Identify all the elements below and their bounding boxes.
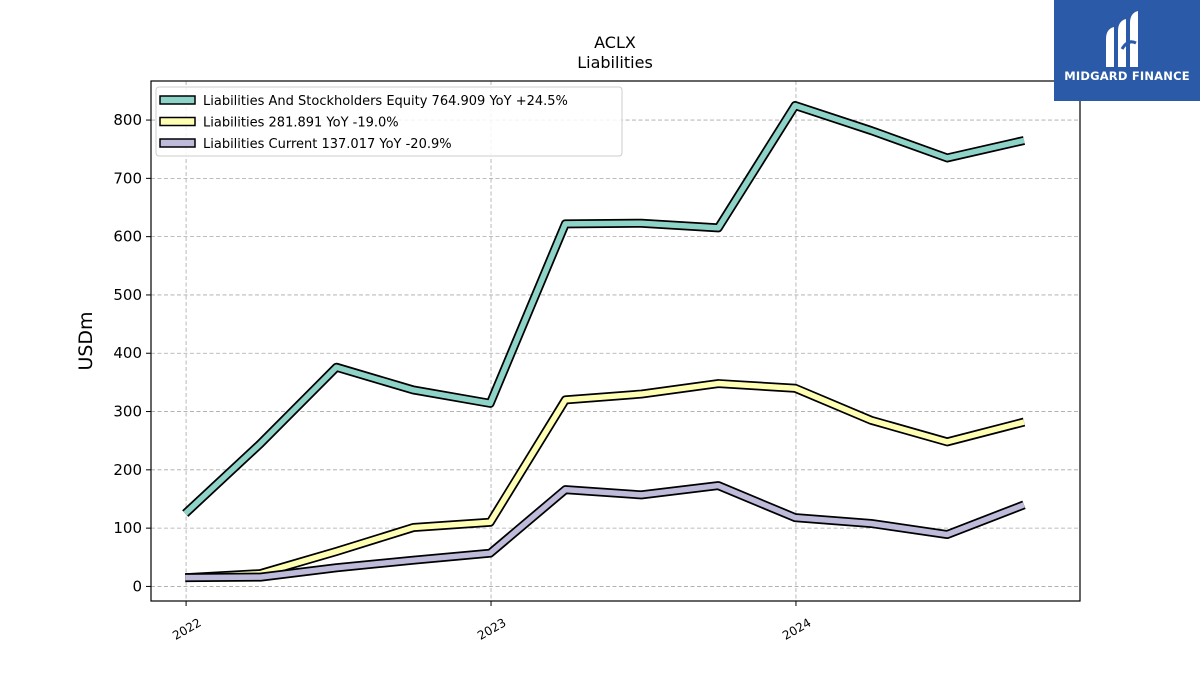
y-tick-label: 400 [113,344,142,362]
legend-swatch [159,95,196,105]
legend-swatch [159,116,196,127]
y-tick-label: 0 [132,577,142,595]
series-line [183,102,1025,516]
legend-frame [155,86,623,157]
series-line-outline [182,100,1026,517]
legend-swatch [159,138,196,148]
x-tick-label: 2024 [780,615,813,642]
series-liabilities-current [185,481,1026,583]
series-lines [182,100,1026,583]
y-tick-label: 200 [113,461,142,479]
y-tick-label: 600 [113,228,142,246]
series-liabilities [185,379,1026,583]
y-tick-label: 800 [113,111,142,129]
y-axis-label: USDm [75,311,97,370]
x-tick-label: 2022 [170,615,203,642]
series-liabilities-and-stockholders-equity [182,100,1026,517]
series-line-outline [185,379,1026,583]
y-tick-label: 300 [113,403,142,421]
x-tick-label: 2023 [475,615,508,642]
y-tick-label: 100 [113,519,142,537]
y-tick-label: 500 [113,286,142,304]
legend-entry: Liabilities Current 137.017 YoY -20.9% [203,137,452,152]
legend-entry: Liabilities 281.891 YoY -19.0% [203,116,399,131]
brand-logo: MIDGARD FINANCE [1054,0,1200,101]
series-line [185,380,1025,581]
y-tick-label: 700 [113,169,142,187]
x-axis: 2022 2023 2024 [170,601,813,643]
chart-title: ACLX [594,33,636,52]
legend: Liabilities And Stockholders Equity 764.… [155,86,623,157]
y-axis: 0 100 200 300 400 500 600 700 800 [113,111,151,595]
plot-frame [150,80,1081,602]
brand-name: MIDGARD FINANCE [1064,69,1190,83]
brand-mark-icon [1106,11,1138,67]
series-line [185,482,1026,581]
chart-subtitle: Liabilities [577,53,653,72]
legend-entry: Liabilities And Stockholders Equity 764.… [203,94,568,109]
series-line-outline [185,481,1026,583]
